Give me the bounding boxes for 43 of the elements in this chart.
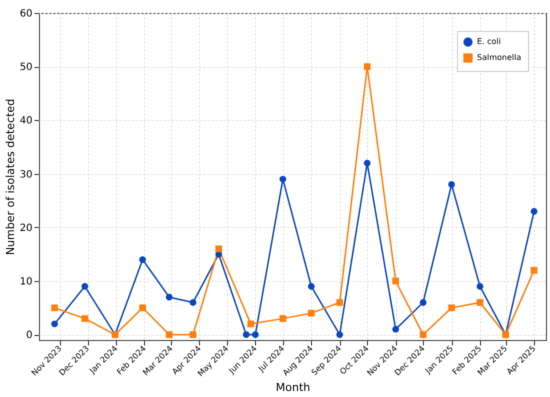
point	[280, 315, 286, 322]
point	[308, 310, 315, 317]
point	[392, 278, 399, 284]
point	[364, 63, 371, 70]
point	[51, 320, 58, 328]
point	[530, 266, 538, 274]
point	[308, 283, 315, 290]
point	[420, 299, 426, 306]
point	[166, 294, 173, 300]
y-tick-label: 20	[20, 222, 32, 234]
point	[81, 283, 88, 290]
point	[247, 320, 254, 328]
point	[81, 315, 88, 322]
point	[51, 304, 58, 312]
y-tick-label: 60	[20, 8, 32, 20]
y-tick-label: 10	[20, 276, 32, 288]
point	[364, 160, 371, 166]
point	[252, 331, 259, 338]
point	[242, 331, 250, 338]
point	[476, 283, 484, 290]
y-tick-label: 30	[20, 169, 32, 180]
point	[336, 299, 344, 306]
y-tick-label: 0	[26, 330, 32, 342]
point	[448, 304, 455, 312]
x-axis-title: Month	[276, 381, 310, 394]
y-axis-title: Number of isolates detected	[4, 98, 17, 256]
point	[420, 331, 426, 338]
point	[280, 176, 286, 183]
point	[215, 246, 222, 252]
point	[448, 181, 455, 188]
point	[190, 331, 196, 338]
point	[139, 304, 146, 312]
point	[476, 299, 484, 306]
point	[190, 299, 196, 306]
legend-label: Salmonella	[477, 53, 522, 62]
point	[392, 326, 399, 333]
point	[336, 331, 344, 338]
y-tick-label: 40	[20, 116, 32, 127]
legend-label: E. coli	[477, 37, 501, 46]
point	[530, 208, 538, 215]
y-tick-label: 50	[20, 62, 32, 74]
point	[139, 256, 146, 263]
point	[166, 331, 173, 338]
